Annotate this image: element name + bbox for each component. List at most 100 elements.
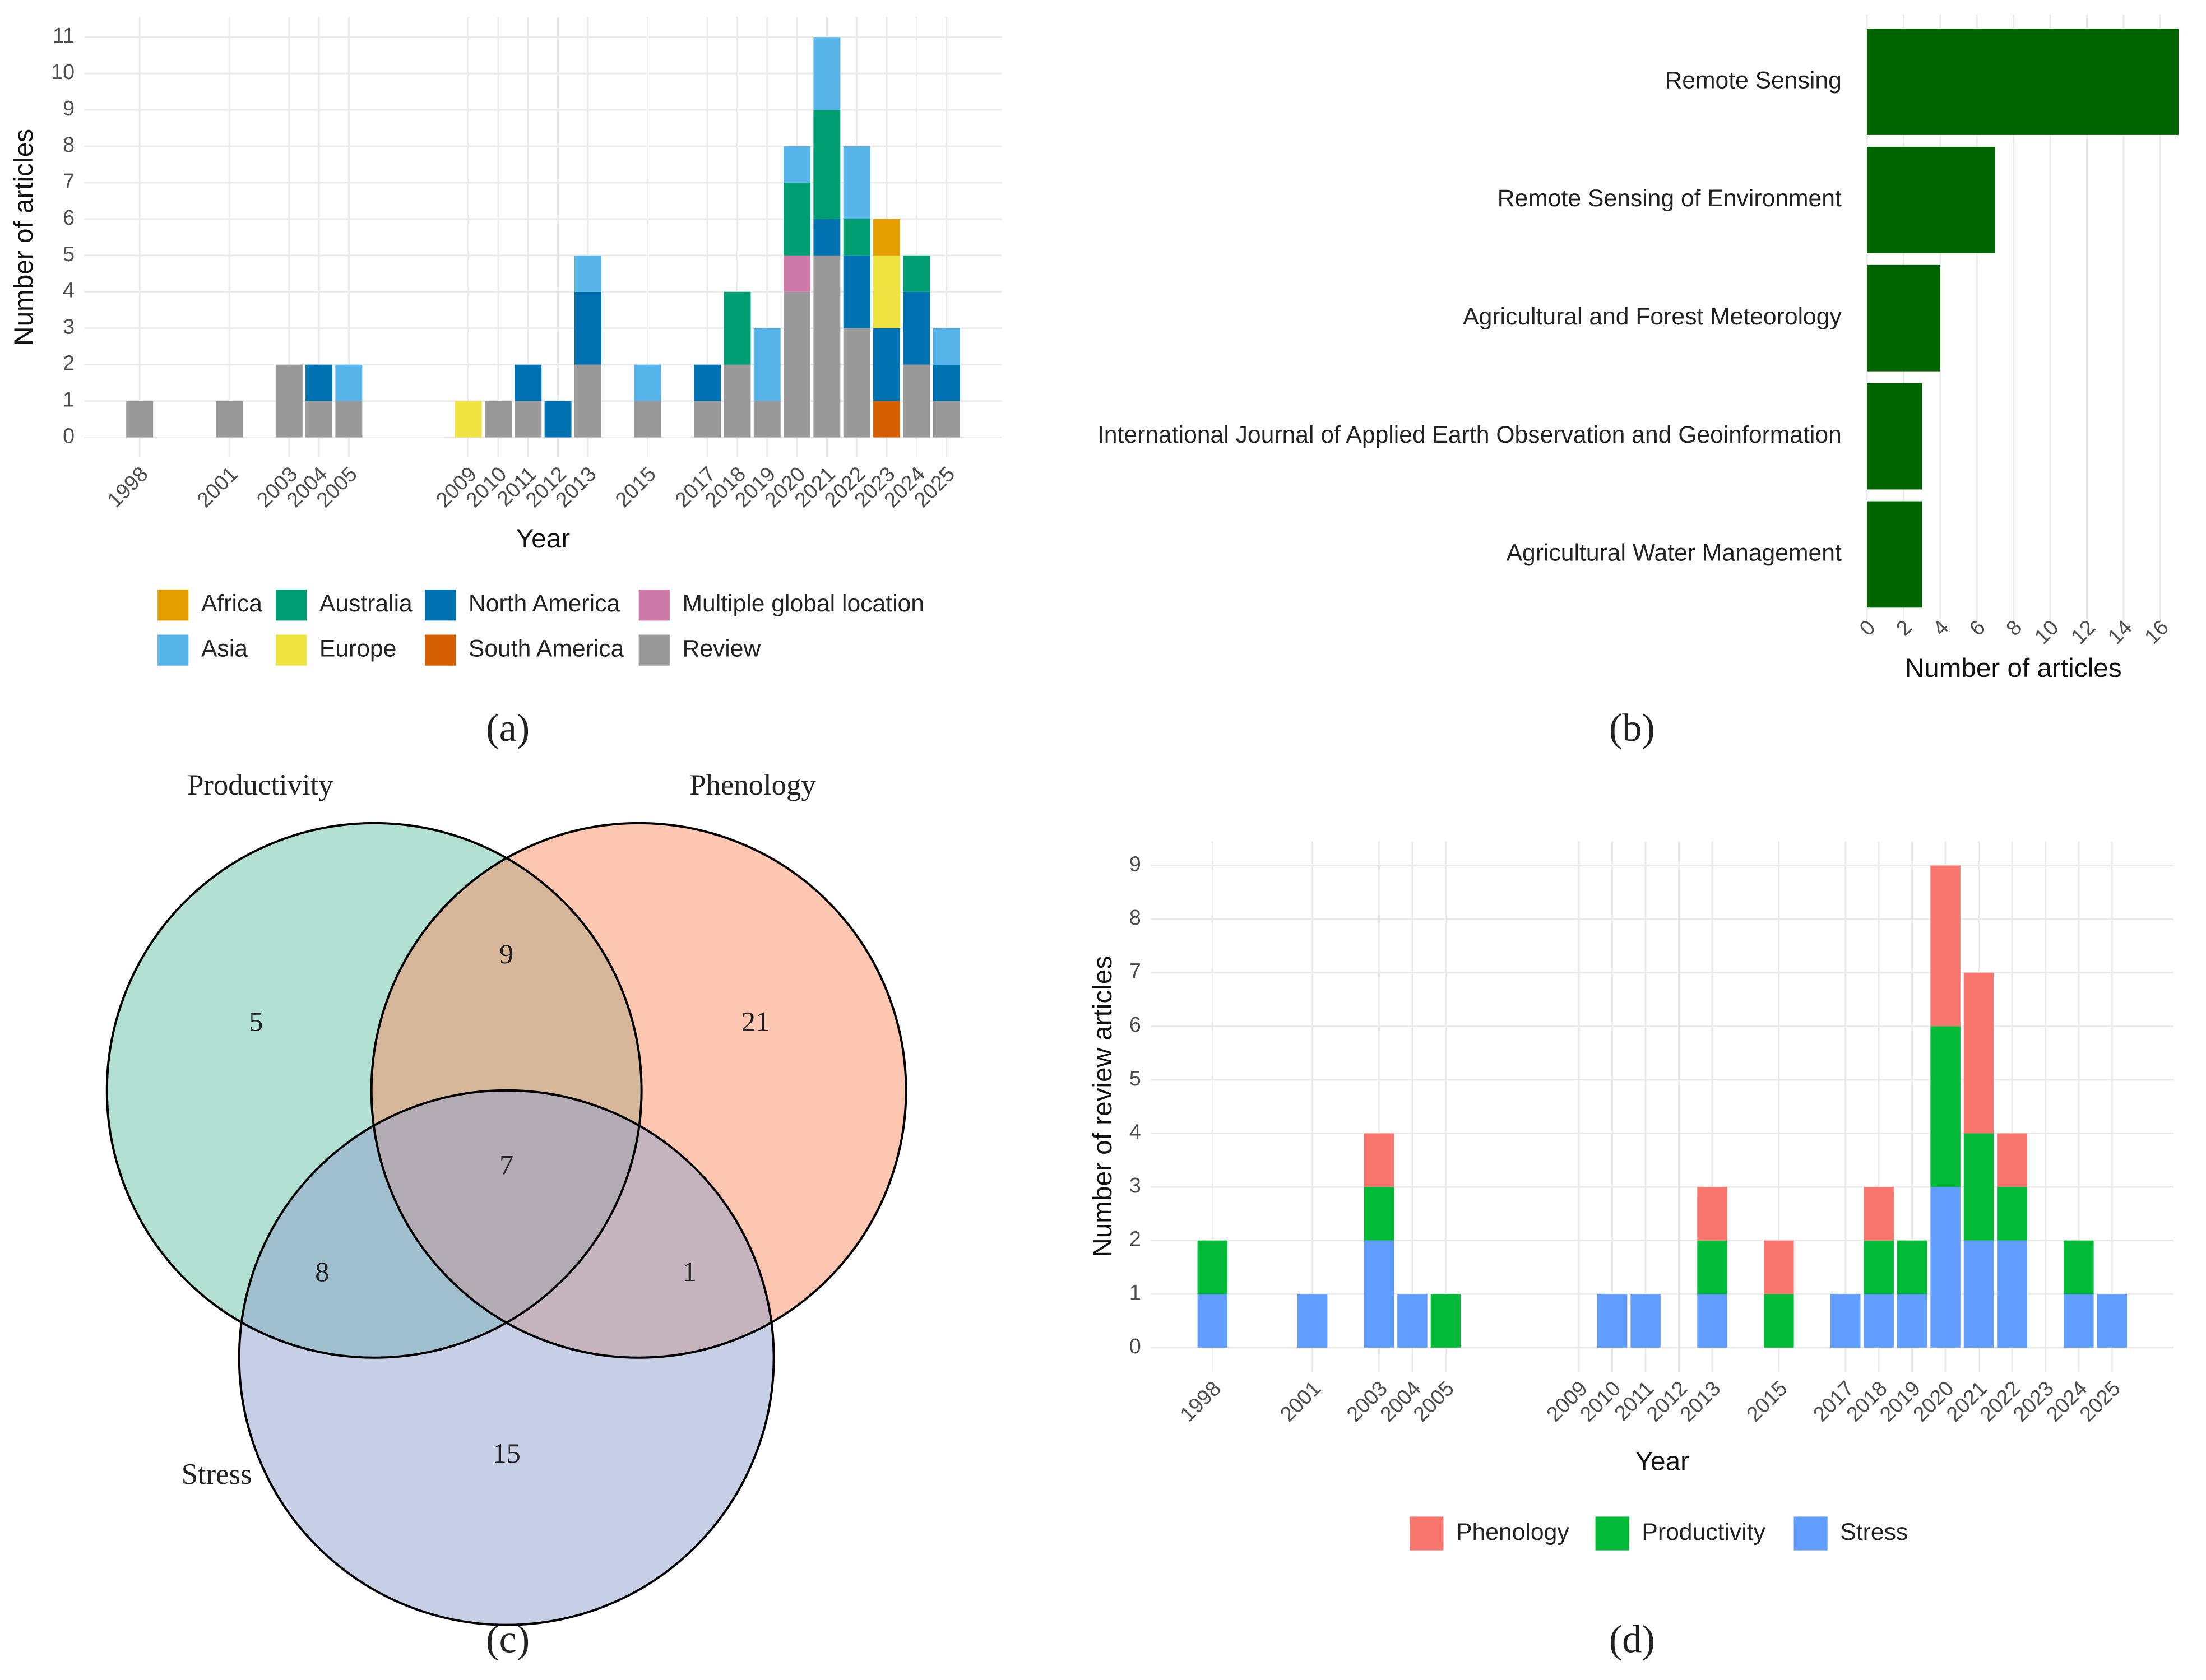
legend-label: Review [682, 635, 761, 662]
legend-label: Australia [319, 590, 413, 617]
y-tick-label: 2 [63, 351, 75, 375]
y-tick-label: Agricultural Water Management [1507, 540, 1842, 567]
bar-segment [1997, 1240, 2027, 1348]
bar-segment [784, 255, 811, 292]
bar-segment [813, 219, 841, 256]
bar-segment [216, 401, 243, 438]
y-tick-label: Remote Sensing of Environment [1498, 185, 1842, 212]
y-tick-label: 10 [51, 60, 75, 83]
bar-segment [1864, 1294, 1894, 1348]
bar-segment [1364, 1187, 1394, 1241]
bar-segment [843, 146, 870, 219]
bar-segment [1697, 1294, 1727, 1348]
bar-segment [1297, 1294, 1328, 1348]
y-tick-label: 0 [1129, 1334, 1141, 1358]
region-count: 7 [499, 1149, 513, 1180]
region-count: 8 [315, 1256, 329, 1287]
panel-label: (c) [486, 1617, 530, 1661]
bar-segment [544, 401, 572, 438]
bar-segment [305, 364, 333, 401]
y-tick-label: 5 [63, 242, 75, 266]
y-tick-label: 0 [63, 424, 75, 447]
legend-key [425, 634, 456, 666]
bar-segment [1963, 972, 1994, 1134]
bar [1867, 264, 1940, 372]
legend-label: Europe [319, 635, 397, 662]
panel-label: (b) [1609, 706, 1655, 750]
bar-segment [933, 401, 960, 438]
y-tick-label: 9 [63, 96, 75, 120]
bar-segment [335, 364, 363, 401]
region-count: 15 [493, 1437, 521, 1469]
bar-segment [574, 255, 601, 292]
bar-segment [2064, 1240, 2094, 1294]
bar-segment [1764, 1240, 1794, 1294]
y-tick-label: 4 [1129, 1120, 1141, 1143]
bar-segment [694, 364, 721, 401]
set-label: Productivity [187, 769, 333, 801]
y-tick-label: International Journal of Applied Earth O… [1097, 421, 1842, 448]
legend-label: Multiple global location [682, 590, 924, 617]
bar-segment [753, 328, 781, 401]
bar-segment [1930, 1187, 1961, 1348]
bar-segment [1864, 1187, 1894, 1241]
x-tick-label: 1998 [1175, 1376, 1225, 1426]
bar-segment [515, 401, 542, 438]
bar-segment [1197, 1240, 1228, 1294]
legend-label: Phenology [1456, 1519, 1569, 1546]
legend-key [157, 634, 189, 666]
bar-segment [2097, 1294, 2128, 1348]
bar-segment [515, 364, 542, 401]
bar-segment [813, 110, 841, 219]
bar-segment [484, 401, 512, 438]
legend-key [425, 590, 456, 621]
region-count: 5 [249, 1005, 263, 1037]
x-axis-title: Number of articles [1905, 653, 2122, 683]
bar-segment [574, 291, 601, 365]
bar-segment [753, 401, 781, 438]
bar-segment [933, 364, 960, 401]
legend-key [1595, 1516, 1629, 1551]
bar-segment [813, 255, 841, 438]
bar-segment [2064, 1294, 2094, 1348]
bar-segment [1697, 1240, 1727, 1294]
bar-segment [784, 146, 811, 183]
bar [1867, 383, 1922, 490]
panel-label: (d) [1609, 1617, 1655, 1661]
legend-label: Productivity [1642, 1519, 1765, 1546]
y-tick-label: 9 [1129, 852, 1141, 875]
bar-segment [1963, 1240, 1994, 1348]
bar-segment [634, 364, 661, 401]
bar-segment [843, 219, 870, 256]
x-axis-title: Year [1635, 1447, 1689, 1477]
x-tick-label: 1998 [103, 462, 152, 512]
bar-segment [903, 291, 930, 365]
legend-key [276, 634, 307, 666]
bar-segment [1630, 1294, 1661, 1348]
bar [1867, 501, 1922, 608]
bar-segment [724, 291, 751, 365]
bar-segment [873, 255, 901, 328]
set-label: Phenology [689, 769, 816, 801]
legend-label: Africa [201, 590, 262, 617]
legend-key [1410, 1516, 1444, 1551]
bar-segment [126, 401, 154, 438]
y-tick-label: 3 [63, 315, 75, 338]
set-circle [239, 1090, 774, 1625]
bar-segment [1764, 1294, 1794, 1348]
y-tick-label: 11 [53, 24, 75, 47]
y-tick-label: Remote Sensing [1665, 67, 1841, 94]
y-tick-label: 5 [1129, 1066, 1141, 1090]
bar-segment [873, 328, 901, 401]
bar-segment [1830, 1294, 1861, 1348]
x-tick-label: 2001 [1275, 1376, 1325, 1426]
bar-segment [903, 255, 930, 292]
x-tick-label: 2001 [192, 462, 242, 512]
bar-segment [1864, 1240, 1894, 1294]
y-tick-label: 1 [63, 388, 75, 411]
legend-key [638, 590, 670, 621]
x-axis-title: Year [516, 524, 570, 554]
bar-segment [873, 401, 901, 438]
bar-segment [784, 182, 811, 256]
